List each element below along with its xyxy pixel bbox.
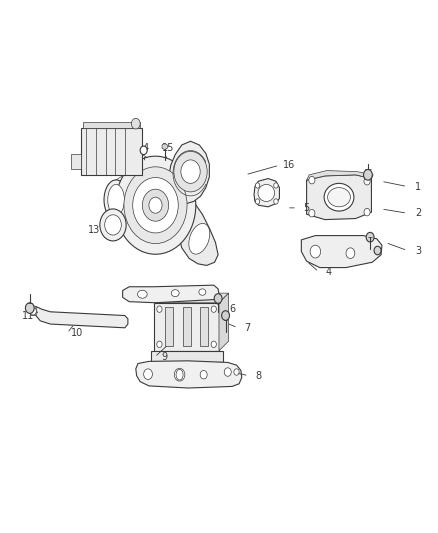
Circle shape (211, 306, 216, 312)
Polygon shape (36, 306, 128, 328)
Circle shape (100, 209, 126, 241)
Polygon shape (136, 361, 242, 388)
Circle shape (200, 370, 207, 379)
Polygon shape (154, 303, 219, 351)
Ellipse shape (328, 188, 350, 207)
Ellipse shape (104, 180, 128, 220)
Circle shape (364, 177, 370, 185)
Circle shape (364, 169, 372, 180)
Circle shape (30, 308, 36, 315)
Circle shape (142, 189, 169, 221)
Text: 10: 10 (71, 328, 83, 338)
Text: 6: 6 (229, 304, 235, 314)
Circle shape (115, 156, 196, 254)
Circle shape (255, 199, 260, 204)
Circle shape (157, 306, 162, 312)
Text: 7: 7 (244, 323, 251, 333)
Polygon shape (254, 179, 279, 207)
Circle shape (346, 248, 355, 259)
Circle shape (157, 341, 162, 348)
Polygon shape (183, 307, 191, 346)
Text: 12: 12 (130, 289, 142, 299)
Text: 8: 8 (255, 371, 261, 381)
Circle shape (224, 368, 231, 376)
Text: 11: 11 (22, 311, 35, 320)
Circle shape (124, 167, 187, 244)
Polygon shape (219, 293, 229, 351)
Polygon shape (123, 285, 219, 303)
Circle shape (144, 369, 152, 379)
Circle shape (274, 183, 278, 188)
Polygon shape (200, 307, 208, 346)
Circle shape (25, 303, 34, 313)
Ellipse shape (138, 290, 147, 298)
Polygon shape (71, 154, 81, 169)
Text: 15: 15 (162, 143, 175, 153)
Ellipse shape (199, 289, 206, 295)
Circle shape (140, 146, 147, 155)
Circle shape (133, 177, 178, 233)
Polygon shape (30, 305, 36, 316)
Circle shape (105, 215, 121, 235)
Circle shape (274, 199, 278, 204)
Ellipse shape (171, 290, 179, 296)
Ellipse shape (258, 184, 275, 201)
Text: 9: 9 (161, 352, 167, 362)
Circle shape (374, 246, 381, 255)
Polygon shape (81, 128, 142, 175)
Text: 4: 4 (325, 267, 332, 277)
Polygon shape (307, 175, 371, 220)
Polygon shape (151, 351, 223, 362)
Circle shape (309, 176, 315, 184)
Ellipse shape (176, 369, 183, 380)
Polygon shape (169, 141, 209, 204)
Circle shape (364, 208, 370, 216)
Polygon shape (307, 171, 373, 180)
Circle shape (366, 232, 374, 242)
Polygon shape (165, 307, 173, 346)
Circle shape (174, 368, 185, 381)
Ellipse shape (108, 184, 124, 215)
Text: 2: 2 (415, 208, 421, 218)
Circle shape (211, 341, 216, 348)
Text: 3: 3 (415, 246, 421, 255)
Polygon shape (179, 204, 218, 265)
Text: 5: 5 (304, 203, 310, 213)
Circle shape (181, 160, 200, 183)
Ellipse shape (189, 223, 210, 254)
Circle shape (234, 369, 239, 375)
Polygon shape (301, 236, 382, 268)
Circle shape (149, 197, 162, 213)
Polygon shape (162, 144, 167, 149)
Text: 14: 14 (138, 143, 151, 153)
Polygon shape (137, 180, 186, 217)
Circle shape (255, 183, 260, 188)
Text: 16: 16 (283, 160, 295, 170)
Circle shape (310, 245, 321, 258)
Circle shape (309, 209, 315, 217)
Circle shape (131, 118, 140, 129)
Circle shape (222, 311, 230, 320)
Circle shape (214, 294, 222, 303)
Ellipse shape (324, 183, 354, 211)
Circle shape (174, 151, 207, 192)
Text: 1: 1 (415, 182, 421, 191)
Polygon shape (154, 293, 229, 303)
Text: 13: 13 (88, 225, 100, 235)
Polygon shape (83, 122, 140, 128)
